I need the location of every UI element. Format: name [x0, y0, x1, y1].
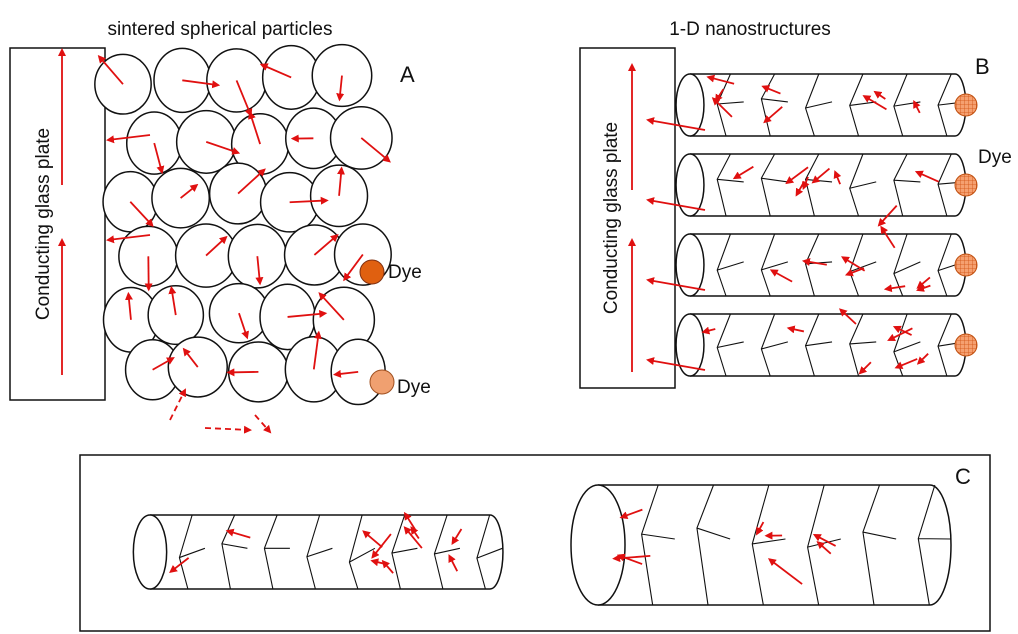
electron-path — [205, 428, 250, 430]
panel-c — [133, 485, 951, 605]
dye — [360, 260, 384, 284]
dye-label: Dye — [978, 147, 1012, 168]
panel-b: Conducting glass plate — [580, 48, 977, 388]
panel-title: 1-D nanostructures — [669, 19, 831, 40]
dye — [955, 254, 977, 276]
figure: Conducting glass plate Conducting glass … — [0, 0, 1018, 634]
dye — [955, 174, 977, 196]
glass-plate — [10, 48, 105, 400]
electron-path — [170, 390, 185, 420]
tube-end — [133, 515, 166, 589]
panel-label: A — [400, 62, 415, 87]
dye — [955, 334, 977, 356]
electron-path — [228, 372, 258, 373]
panel-label: B — [975, 54, 990, 79]
tube-end — [571, 485, 625, 605]
plate-label: Conducting glass plate — [33, 128, 54, 320]
dye — [370, 370, 394, 394]
nanotube — [150, 515, 503, 589]
panel-a: Conducting glass plate — [10, 45, 394, 432]
nanotube — [598, 485, 951, 605]
electron-path — [255, 415, 270, 432]
panel-title: sintered spherical particles — [108, 19, 333, 40]
dye-label: Dye — [388, 262, 422, 283]
dye-label: Dye — [397, 377, 431, 398]
glass-plate — [580, 48, 675, 388]
nanotube — [690, 154, 966, 216]
dye — [955, 94, 977, 116]
nanotube — [690, 234, 966, 296]
plate-label: Conducting glass plate — [601, 122, 622, 314]
panel-label: C — [955, 464, 971, 489]
